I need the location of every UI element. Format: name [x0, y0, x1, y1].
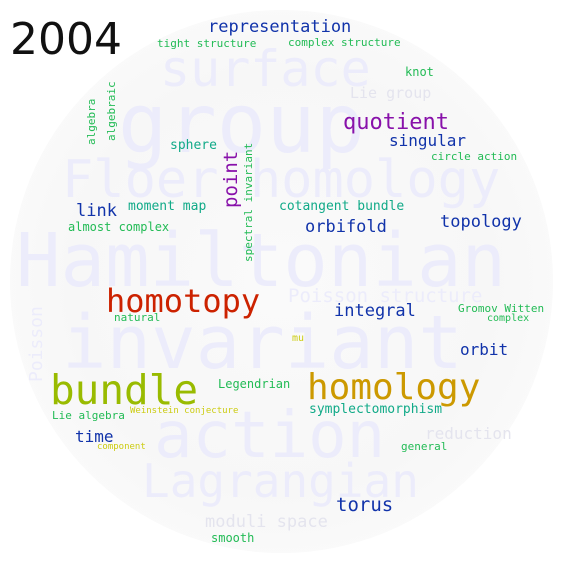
- word-poisson-structure: Poisson structure: [288, 285, 483, 307]
- word-invariant: invariant: [62, 300, 463, 386]
- word-mu: mu: [292, 333, 305, 344]
- word-lie-algebra: Lie algebra: [52, 409, 125, 422]
- word-natural: natural: [114, 311, 161, 324]
- word-reduction: reduction: [425, 424, 512, 443]
- word-spectral-invariant: spectral invariant: [242, 142, 255, 262]
- word-circle-action: circle action: [431, 150, 518, 163]
- word-torus: torus: [336, 494, 394, 516]
- word-hamiltonian: Hamiltonian: [16, 218, 507, 304]
- year-label: 2004: [10, 14, 122, 65]
- word-algebraic: algebraic: [105, 81, 118, 141]
- word-gromov-witten: Gromov Witten: [458, 302, 545, 315]
- word-knot: knot: [405, 65, 434, 79]
- word-moment-map: moment map: [128, 199, 207, 214]
- word-moduli-space: moduli space: [205, 512, 328, 532]
- word-topology: topology: [440, 212, 522, 232]
- word-point: point: [220, 150, 242, 208]
- word-almost-complex: almost complex: [68, 220, 170, 234]
- word-link: link: [76, 201, 117, 221]
- word-orbifold: orbifold: [305, 217, 387, 237]
- word-legendrian: Legendrian: [218, 377, 291, 391]
- word-complex-structure: complex structure: [288, 36, 401, 49]
- word-group: group: [118, 77, 365, 172]
- word-general: general: [401, 440, 448, 453]
- word-quotient: quotient: [343, 110, 449, 135]
- word-lagrangian: Lagrangian: [142, 454, 419, 508]
- word-smooth: smooth: [211, 531, 255, 545]
- word-action: action: [154, 399, 386, 473]
- word-weinstein-conjecture: Weinstein conjecture: [130, 406, 239, 416]
- word-singular: singular: [389, 131, 467, 150]
- word-cotangent-bundle: cotangent bundle: [279, 199, 405, 214]
- word-surface: surface: [160, 40, 371, 98]
- cloud-background-disc: [10, 10, 553, 553]
- word-complex: complex: [487, 313, 530, 324]
- word-floer-homology: Floer homology: [62, 150, 501, 210]
- word-tight-structure: tight structure: [157, 37, 257, 50]
- word-sphere: sphere: [170, 138, 217, 153]
- word-lie-group: Lie group: [350, 84, 432, 102]
- word-homology: homology: [307, 367, 481, 408]
- word-component: component: [97, 442, 146, 452]
- word-algebra: algebra: [85, 98, 98, 145]
- word-symplectomorphism: symplectomorphism: [309, 402, 443, 417]
- word-integral: integral: [334, 301, 416, 321]
- word-poisson: Poisson: [26, 306, 47, 382]
- word-bundle: bundle: [50, 366, 199, 414]
- word-orbit: orbit: [460, 340, 509, 359]
- word-time: time: [75, 427, 114, 446]
- word-representation: representation: [208, 17, 352, 37]
- word-homotopy: homotopy: [106, 282, 261, 320]
